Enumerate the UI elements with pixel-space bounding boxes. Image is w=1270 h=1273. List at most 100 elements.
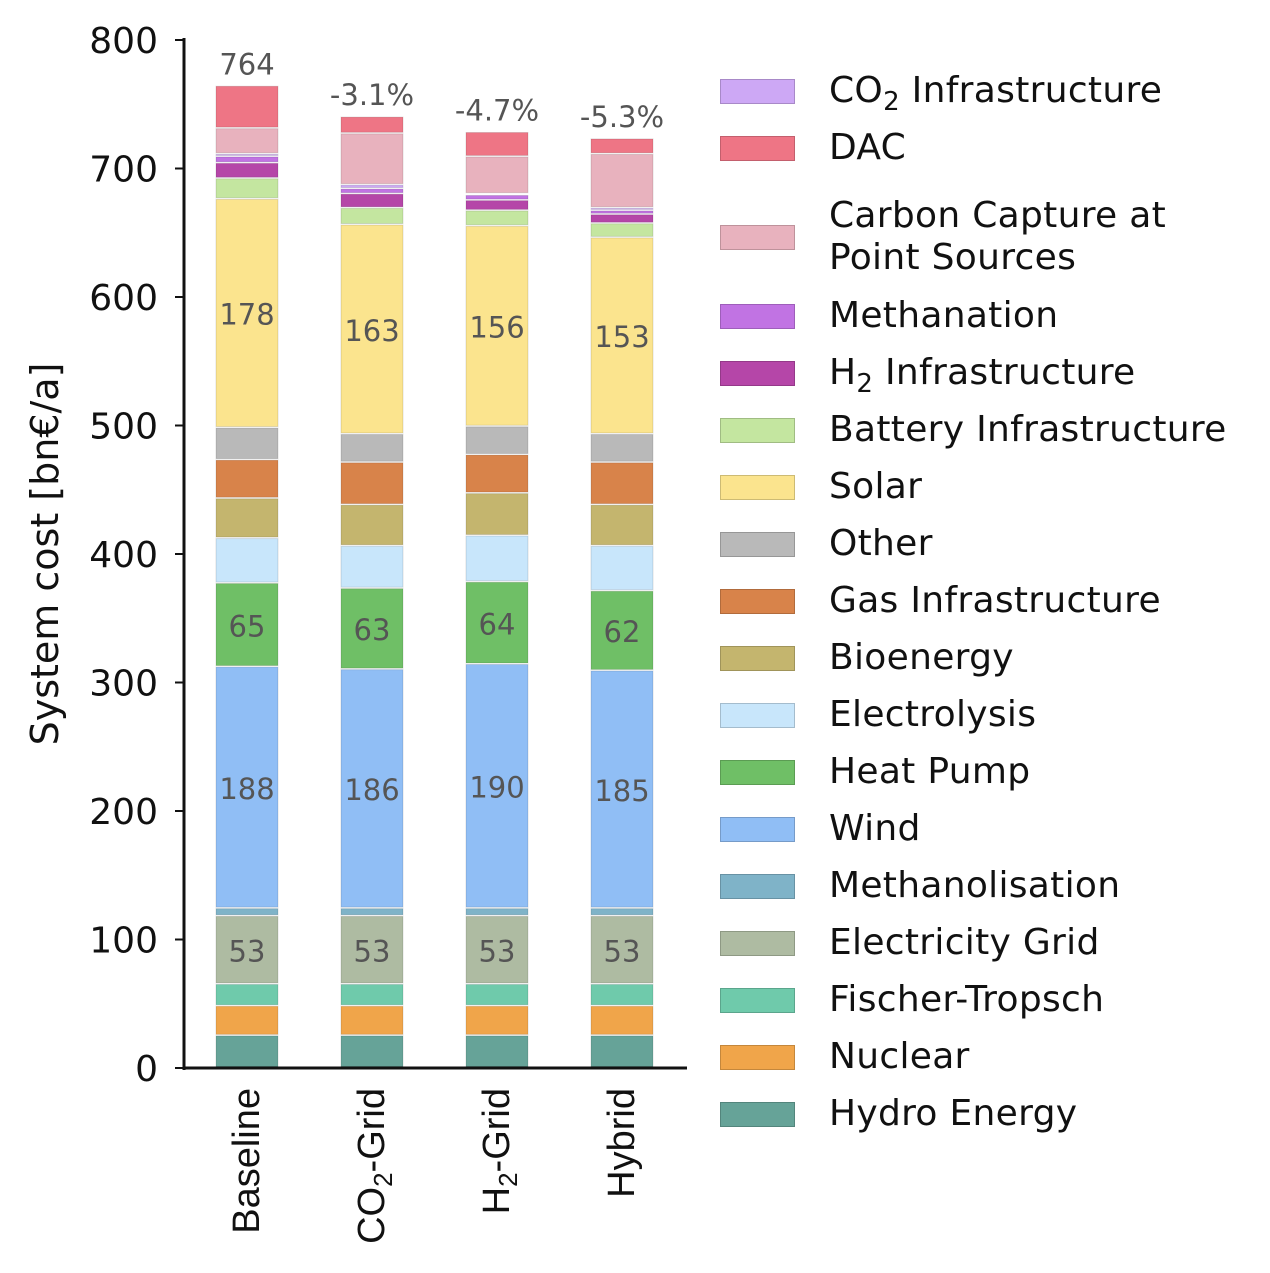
bar-segment-nuclear-hybrid (590, 1005, 654, 1035)
legend-swatch (720, 78, 795, 104)
bar-top-label: 764 (219, 47, 274, 81)
legend-label: Carbon Capture at Point Sources (829, 195, 1166, 278)
legend-swatch (720, 1101, 795, 1127)
bar-segment-solar-baseline (215, 198, 279, 428)
bar-segment-electrolysis-h2-grid (465, 535, 529, 582)
segment-value-label: 53 (604, 934, 641, 968)
bar-segment-fischer-tropsch-hybrid (590, 983, 654, 1006)
bar-segment-carbon-capture-at-point-sources-baseline (215, 128, 279, 154)
bar-segment-other-baseline (215, 427, 279, 460)
bar-segment-heat-pump-hybrid (590, 590, 654, 670)
y-tick-label: 500 (89, 407, 158, 448)
bar-segment-fischer-tropsch-co2-grid (340, 983, 404, 1006)
bar-segment-heat-pump-h2-grid (465, 581, 529, 664)
bar-segment-nuclear-h2-grid (465, 1005, 529, 1035)
bar-segment-solar-co2-grid (340, 224, 404, 434)
x-axis: Baseline CO2-Grid H2-Grid Hybrid (183, 1066, 687, 1244)
segment-value-label: 188 (219, 772, 274, 806)
legend-label: Methanolisation (829, 865, 1121, 906)
legend-label: Gas Infrastructure (829, 580, 1161, 621)
bar-segment-electricity-grid-co2-grid (340, 915, 404, 984)
bar-segment-co2-infrastructure-hybrid (590, 207, 654, 210)
legend-item-co2-infrastructure: CO2 Infrastructure (720, 70, 1163, 117)
bar-top-label: -4.7% (455, 94, 539, 128)
legend-item-electrolysis: Electrolysis (720, 694, 1036, 736)
legend-label: Bioenergy (829, 637, 1014, 678)
y-tick-label: 400 (89, 535, 158, 576)
y-tick-label: 0 (135, 1049, 158, 1090)
legend-item-other: Other (720, 523, 933, 565)
legend-label: Electrolysis (829, 694, 1037, 735)
bar-segment-battery-infrastructure-hybrid (590, 223, 654, 237)
bar-segment-methanation-co2-grid (340, 188, 404, 194)
bar-segment-wind-baseline (215, 666, 279, 908)
legend-swatch (720, 474, 795, 500)
legend-label: Electricity Grid (829, 922, 1100, 963)
bar-segment-other-h2-grid (465, 426, 529, 455)
bar-top-label: -3.1% (330, 78, 414, 112)
legend-swatch (720, 588, 795, 614)
legend-swatch (720, 759, 795, 785)
bar-segment-hydro-energy-co2-grid (340, 1035, 404, 1067)
bar-segment-bioenergy-co2-grid (340, 504, 404, 546)
bar-segment-dac-co2-grid (340, 116, 404, 133)
bar-segment-electrolysis-co2-grid (340, 545, 404, 588)
bar-segment-nuclear-co2-grid (340, 1005, 404, 1035)
bars-group (215, 85, 654, 1067)
segment-value-label: 153 (594, 320, 649, 354)
bar-segment-battery-infrastructure-baseline (215, 178, 279, 199)
bar-segment-methanation-h2-grid (465, 194, 529, 200)
legend-label: Methanation (829, 295, 1059, 336)
segment-value-label: 53 (479, 934, 516, 968)
bar-segment-methanation-baseline (215, 156, 279, 163)
bar-segment-bioenergy-baseline (215, 498, 279, 538)
legend-item-wind: Wind (720, 808, 921, 850)
legend-item-dac: DAC (720, 127, 906, 169)
legend-label: Other (829, 523, 933, 564)
legend-swatch (720, 816, 795, 842)
bar-segment-bioenergy-hybrid (590, 504, 654, 546)
legend-item-gas-infrastructure: Gas Infrastructure (720, 580, 1161, 622)
bar-segment-wind-hybrid (590, 670, 654, 908)
legend-label: Nuclear (829, 1036, 970, 1077)
legend-label: CO2 Infrastructure (829, 70, 1163, 117)
bar-segment-gas-infrastructure-h2-grid (465, 454, 529, 493)
bar-segment-hydro-energy-baseline (215, 1035, 279, 1067)
bar-segment-co2-infrastructure-baseline (215, 153, 279, 156)
legend-swatch (720, 987, 795, 1013)
bar-segment-gas-infrastructure-co2-grid (340, 462, 404, 505)
segment-value-label: 63 (354, 613, 391, 647)
legend-swatch (720, 135, 795, 161)
bar-segment-dac-baseline (215, 85, 279, 128)
segment-value-label: 53 (354, 934, 391, 968)
legend-item-bioenergy: Bioenergy (720, 637, 1014, 679)
x-tick-label: Baseline (226, 1088, 268, 1234)
legend-label: Wind (829, 808, 921, 849)
x-tick-label: H2-Grid (476, 1088, 523, 1214)
bar-segment-h2-infrastructure-co2-grid (340, 193, 404, 208)
legend-label: Battery Infrastructure (829, 409, 1227, 450)
bar-segment-electrolysis-hybrid (590, 545, 654, 591)
x-tick-label: Hybrid (601, 1088, 643, 1198)
segment-value-label: 163 (344, 314, 399, 348)
bar-segment-electrolysis-baseline (215, 538, 279, 583)
bar-segment-wind-co2-grid (340, 669, 404, 908)
legend-swatch (720, 1044, 795, 1070)
bar-segment-h2-infrastructure-h2-grid (465, 200, 529, 210)
legend-item-fischer-tropsch: Fischer-Tropsch (720, 979, 1104, 1021)
y-tick-label: 100 (89, 921, 158, 962)
legend-swatch (720, 531, 795, 557)
y-tick-label: 600 (89, 278, 158, 319)
bar-segment-nuclear-baseline (215, 1005, 279, 1035)
segment-value-label: 64 (479, 607, 516, 641)
bar-segment-electricity-grid-baseline (215, 915, 279, 984)
segment-value-label: 178 (219, 298, 274, 332)
bar-segment-methanolisation-baseline (215, 908, 279, 916)
bar-segment-methanolisation-h2-grid (465, 908, 529, 916)
bar-segment-gas-infrastructure-baseline (215, 459, 279, 498)
legend-label: Hydro Energy (829, 1093, 1078, 1134)
legend-label: DAC (829, 127, 907, 168)
legend-item-battery-infrastructure: Battery Infrastructure (720, 409, 1227, 451)
bar-segment-electricity-grid-hybrid (590, 915, 654, 984)
segment-value-label: 190 (469, 771, 524, 805)
